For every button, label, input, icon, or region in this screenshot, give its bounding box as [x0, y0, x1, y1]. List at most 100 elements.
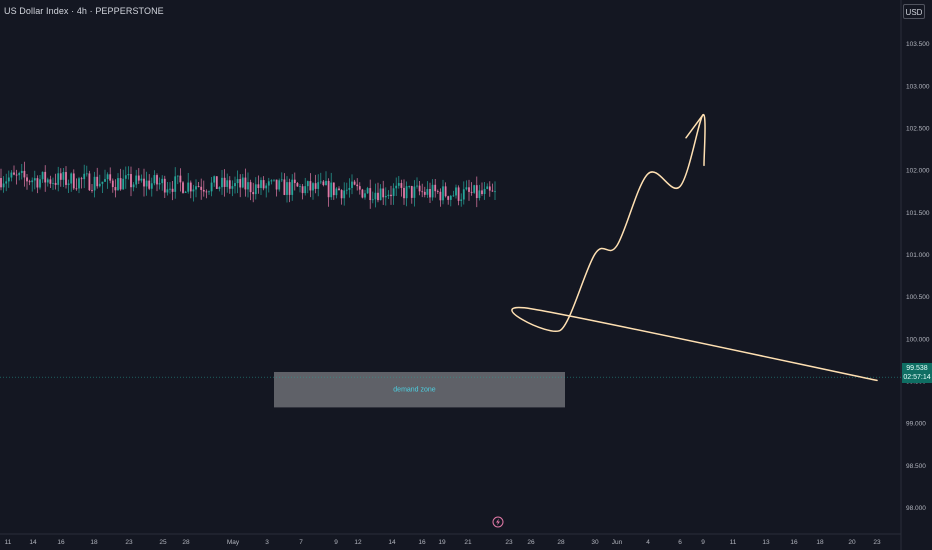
y-tick-label: 101.000: [906, 252, 930, 259]
candle-body: [262, 180, 265, 189]
candle-body: [148, 180, 151, 189]
candle-body: [327, 180, 330, 198]
candle-body: [169, 188, 171, 190]
candle-body: [418, 185, 421, 192]
candle-body: [106, 174, 109, 180]
projection-path[interactable]: [511, 114, 878, 382]
candle-body: [93, 176, 96, 191]
candle-body: [52, 182, 54, 184]
candle-body: [218, 187, 221, 189]
candle-body: [270, 180, 273, 182]
candle-body: [80, 178, 83, 180]
candle-body: [41, 171, 44, 180]
x-tick-label: 16: [57, 539, 65, 546]
candle-body: [215, 176, 218, 189]
x-tick-label: 18: [90, 539, 98, 546]
price-axis[interactable]: [901, 0, 932, 550]
demand-zone-label: demand zone: [393, 387, 436, 394]
candle-body: [265, 185, 268, 189]
candle-body: [23, 170, 26, 178]
candle-body: [156, 175, 158, 185]
candle-body: [119, 178, 122, 190]
candle-body: [75, 188, 78, 190]
candle-body: [325, 180, 327, 186]
candle-body: [104, 179, 106, 182]
candle-body: [72, 173, 75, 189]
candle-body: [405, 186, 408, 199]
candle-body: [28, 181, 31, 183]
candle-body: [408, 186, 411, 187]
candle-body: [26, 177, 28, 182]
candle-body: [280, 179, 283, 181]
candle-body: [335, 188, 338, 196]
candle-body: [457, 187, 460, 201]
candle-body: [143, 178, 145, 187]
candle-body: [153, 175, 156, 184]
candle-body: [366, 188, 369, 194]
candle-body: [301, 186, 304, 194]
candle-body: [241, 177, 244, 188]
candle-body: [0, 178, 2, 188]
candle-body: [309, 181, 312, 191]
candle-body: [416, 185, 418, 187]
candle-body: [187, 182, 190, 192]
candle-body: [140, 178, 143, 181]
candle-body: [83, 173, 86, 180]
current-price-value: 99.538: [906, 365, 928, 372]
candle-body: [319, 181, 322, 183]
candle-body: [234, 183, 236, 187]
candle-body: [330, 182, 333, 198]
x-tick-label: 11: [5, 539, 12, 546]
candle-body: [179, 175, 182, 183]
x-tick-label: 23: [125, 539, 133, 546]
lightning-glyph: [496, 518, 500, 526]
candle-body: [410, 186, 413, 198]
candle-body: [62, 172, 65, 180]
candle-body: [382, 188, 385, 198]
candle-body: [345, 189, 348, 191]
candle-body: [358, 186, 361, 190]
y-tick-label: 103.000: [906, 83, 930, 90]
x-tick-label: 16: [790, 539, 798, 546]
candle-body: [137, 175, 140, 181]
candle-body: [101, 181, 104, 184]
candle-body: [15, 174, 18, 176]
candle-body: [374, 192, 377, 200]
candle-body: [286, 182, 288, 195]
x-tick-label: May: [227, 539, 240, 546]
candle-body: [166, 189, 169, 193]
candle-body: [465, 187, 468, 190]
candle-body: [20, 170, 23, 173]
bar-countdown: 02:57:14: [903, 374, 931, 381]
candle-body: [98, 183, 101, 187]
demand-zone[interactable]: [274, 371, 565, 408]
y-tick-label: 98.500: [906, 463, 926, 470]
x-tick-label: Jun: [612, 539, 623, 546]
candle-body: [429, 188, 431, 198]
candle-body: [254, 184, 257, 195]
candle-body: [163, 178, 166, 193]
candle-body: [369, 188, 372, 201]
candle-body: [361, 189, 364, 198]
candle-body: [7, 177, 10, 182]
candle-body: [189, 182, 192, 192]
x-tick-label: 4: [646, 539, 650, 546]
lightning-icon[interactable]: [492, 516, 504, 528]
candle-body: [317, 182, 320, 189]
candle-body: [130, 174, 132, 188]
x-tick-label: 25: [159, 539, 167, 546]
candle-body: [267, 181, 270, 186]
candle-body: [249, 182, 252, 193]
candle-body: [176, 175, 179, 177]
candle-body: [44, 171, 47, 183]
candle-body: [10, 172, 13, 178]
candle-body: [67, 183, 70, 185]
candle-body: [36, 178, 39, 188]
candle-body: [356, 184, 359, 187]
currency-button[interactable]: USD: [903, 4, 925, 19]
candle-body: [127, 174, 130, 176]
x-tick-label: 3: [265, 539, 269, 546]
candle-body: [257, 184, 260, 188]
candle-body: [353, 181, 356, 185]
